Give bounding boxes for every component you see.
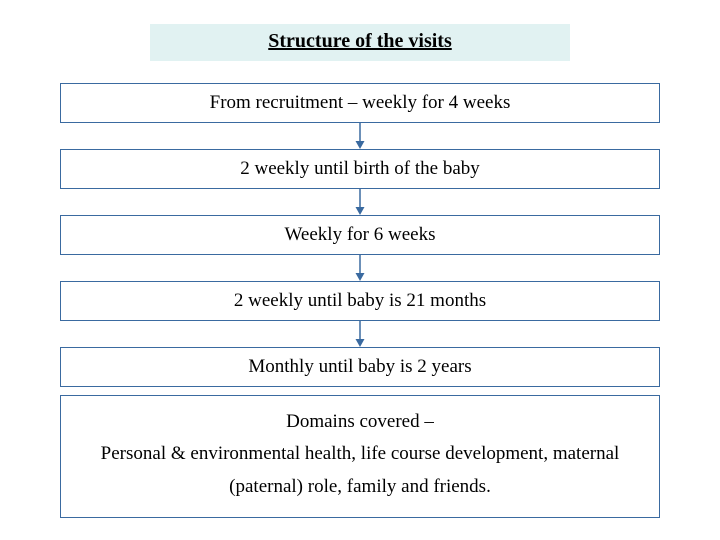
- arrow-down-icon: [353, 189, 367, 215]
- step-label: 2 weekly until baby is 21 months: [234, 290, 486, 311]
- domains-heading: Domains covered –: [89, 406, 631, 438]
- step-label: 2 weekly until birth of the baby: [240, 158, 480, 179]
- step-box-4: 2 weekly until baby is 21 months: [60, 281, 660, 321]
- step-label: Weekly for 6 weeks: [285, 224, 436, 245]
- domains-body: Personal & environmental health, life co…: [89, 438, 631, 503]
- domains-box: Domains covered – Personal & environment…: [60, 395, 660, 518]
- arrow-3: [60, 255, 660, 281]
- arrow-2: [60, 189, 660, 215]
- arrow-down-icon: [353, 255, 367, 281]
- step-label: Monthly until baby is 2 years: [248, 356, 471, 377]
- step-box-1: From recruitment – weekly for 4 weeks: [60, 83, 660, 123]
- arrow-4: [60, 321, 660, 347]
- step-box-2: 2 weekly until birth of the baby: [60, 149, 660, 189]
- step-box-5: Monthly until baby is 2 years: [60, 347, 660, 387]
- arrow-down-icon: [353, 321, 367, 347]
- step-label: From recruitment – weekly for 4 weeks: [210, 92, 511, 113]
- title-box: Structure of the visits: [150, 24, 570, 61]
- arrow-down-icon: [353, 123, 367, 149]
- page-title: Structure of the visits: [268, 30, 452, 52]
- step-box-3: Weekly for 6 weeks: [60, 215, 660, 255]
- arrow-1: [60, 123, 660, 149]
